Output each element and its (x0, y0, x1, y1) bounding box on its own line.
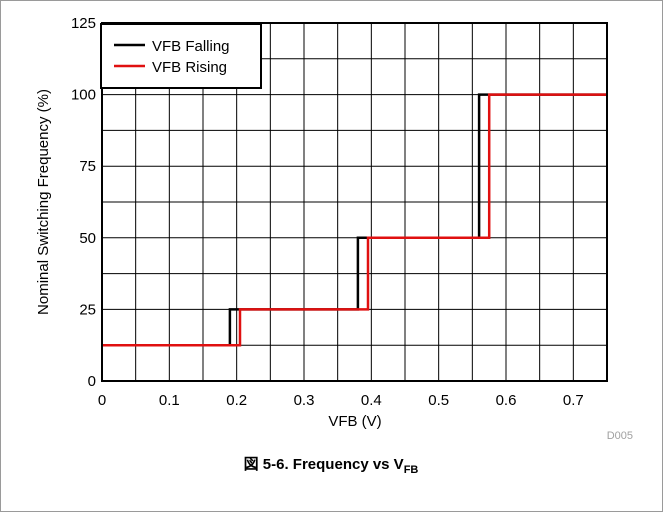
caption-prefix: 図 5-6. Frequency vs V (244, 456, 404, 473)
x-tick-label: 0 (98, 392, 106, 409)
legend-label-rising: VFB Rising (152, 59, 227, 76)
y-tick-label: 25 (79, 301, 96, 318)
x-tick-label: 0.4 (361, 392, 382, 409)
x-tick-label: 0.7 (563, 392, 584, 409)
legend: VFB Falling VFB Rising (100, 23, 262, 89)
figure-caption: 図 5-6. Frequency vs VFB (244, 456, 419, 476)
y-tick-label: 50 (79, 230, 96, 247)
y-tick-label: 125 (71, 15, 96, 32)
x-tick-label: 0.1 (159, 392, 180, 409)
grid (102, 23, 607, 381)
x-tick-label: 0.5 (428, 392, 449, 409)
legend-box (100, 23, 262, 89)
figure-id: D005 (607, 430, 633, 442)
x-tick-label: 0.2 (226, 392, 247, 409)
series-layer (102, 93, 607, 347)
legend-label-falling: VFB Falling (152, 38, 230, 55)
y-tick-label: 100 (71, 87, 96, 104)
y-tick-label: 0 (88, 373, 96, 390)
x-tick-label: 0.3 (294, 392, 315, 409)
x-axis-title: VFB (V) (328, 413, 381, 430)
y-axis-title: Nominal Switching Frequency (%) (35, 89, 52, 315)
tick-labels: 0 0.1 0.2 0.3 0.4 0.5 0.6 0.7 0 25 50 75 100 125 (71, 15, 584, 409)
caption-subscript: FB (404, 464, 419, 476)
x-tick-label: 0.6 (496, 392, 517, 409)
plot-border (101, 22, 608, 382)
y-tick-label: 75 (79, 158, 96, 175)
series-line-vfb-falling (102, 93, 607, 347)
series-line-vfb-rising (102, 93, 607, 347)
